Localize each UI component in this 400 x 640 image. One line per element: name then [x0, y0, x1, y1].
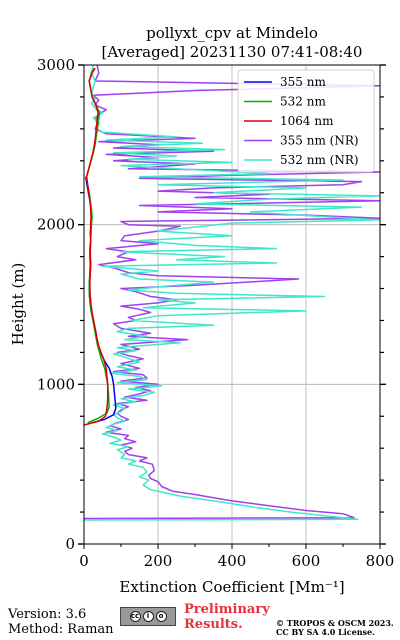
preliminary-notice: Preliminary Results.	[184, 602, 270, 632]
y-tick-label: 3000	[37, 56, 75, 74]
x-axis-label: Extinction Coefficient [Mm⁻¹]	[119, 578, 344, 596]
by-icon: i	[142, 611, 154, 622]
series-lines	[84, 65, 380, 521]
legend-label: 1064 nm	[280, 114, 334, 128]
legend-label: 532 nm (NR)	[280, 153, 359, 167]
preliminary-line-2: Results.	[184, 617, 243, 632]
y-tick-label: 1000	[37, 375, 75, 393]
legend-label: 355 nm	[280, 75, 326, 89]
x-tick-label: 0	[79, 552, 89, 570]
legend: 355 nm 532 nm 1064 nm 355 nm (NR) 532 nm (NR…	[237, 69, 375, 173]
legend-label: 532 nm	[280, 95, 326, 109]
legend-label: 355 nm (NR)	[280, 134, 359, 148]
extinction-profile-chart: pollyxt_cpv at Mindelo [Averaged] 202311…	[9, 24, 395, 596]
series-line-4	[84, 65, 380, 521]
copyright-line-1: © TROPOS & OSCM 2023.	[276, 618, 394, 628]
series-line-2	[84, 67, 109, 426]
copyright-notice: © TROPOS & OSCM 2023. CC BY SA 4.0 Licen…	[276, 619, 394, 637]
footer-info: Version: 3.6 Method: Raman	[8, 607, 114, 637]
y-axis-label: Height (m)	[9, 263, 27, 346]
method-text: Method: Raman	[8, 622, 114, 637]
y-tick-label: 0	[65, 535, 75, 553]
x-tick-label: 800	[366, 552, 395, 570]
axis-ticks: 0 200 400 600 800 0 1000 2000 3000	[37, 56, 395, 570]
x-tick-label: 600	[292, 552, 321, 570]
cc-license-badge: cc i o	[120, 607, 176, 626]
y-tick-label: 2000	[37, 216, 75, 234]
sa-icon: o	[155, 611, 167, 622]
x-tick-label: 400	[218, 552, 247, 570]
chart-title: pollyxt_cpv at Mindelo	[146, 24, 318, 42]
copyright-line-2: CC BY SA 4.0 License.	[276, 627, 375, 637]
x-tick-label: 200	[144, 552, 173, 570]
version-text: Version: 3.6	[8, 607, 87, 622]
cc-icon: cc	[129, 611, 141, 622]
chart-subtitle: [Averaged] 20231130 07:41-08:40	[102, 43, 363, 61]
preliminary-line-1: Preliminary	[184, 602, 270, 617]
legend-box	[237, 69, 375, 173]
